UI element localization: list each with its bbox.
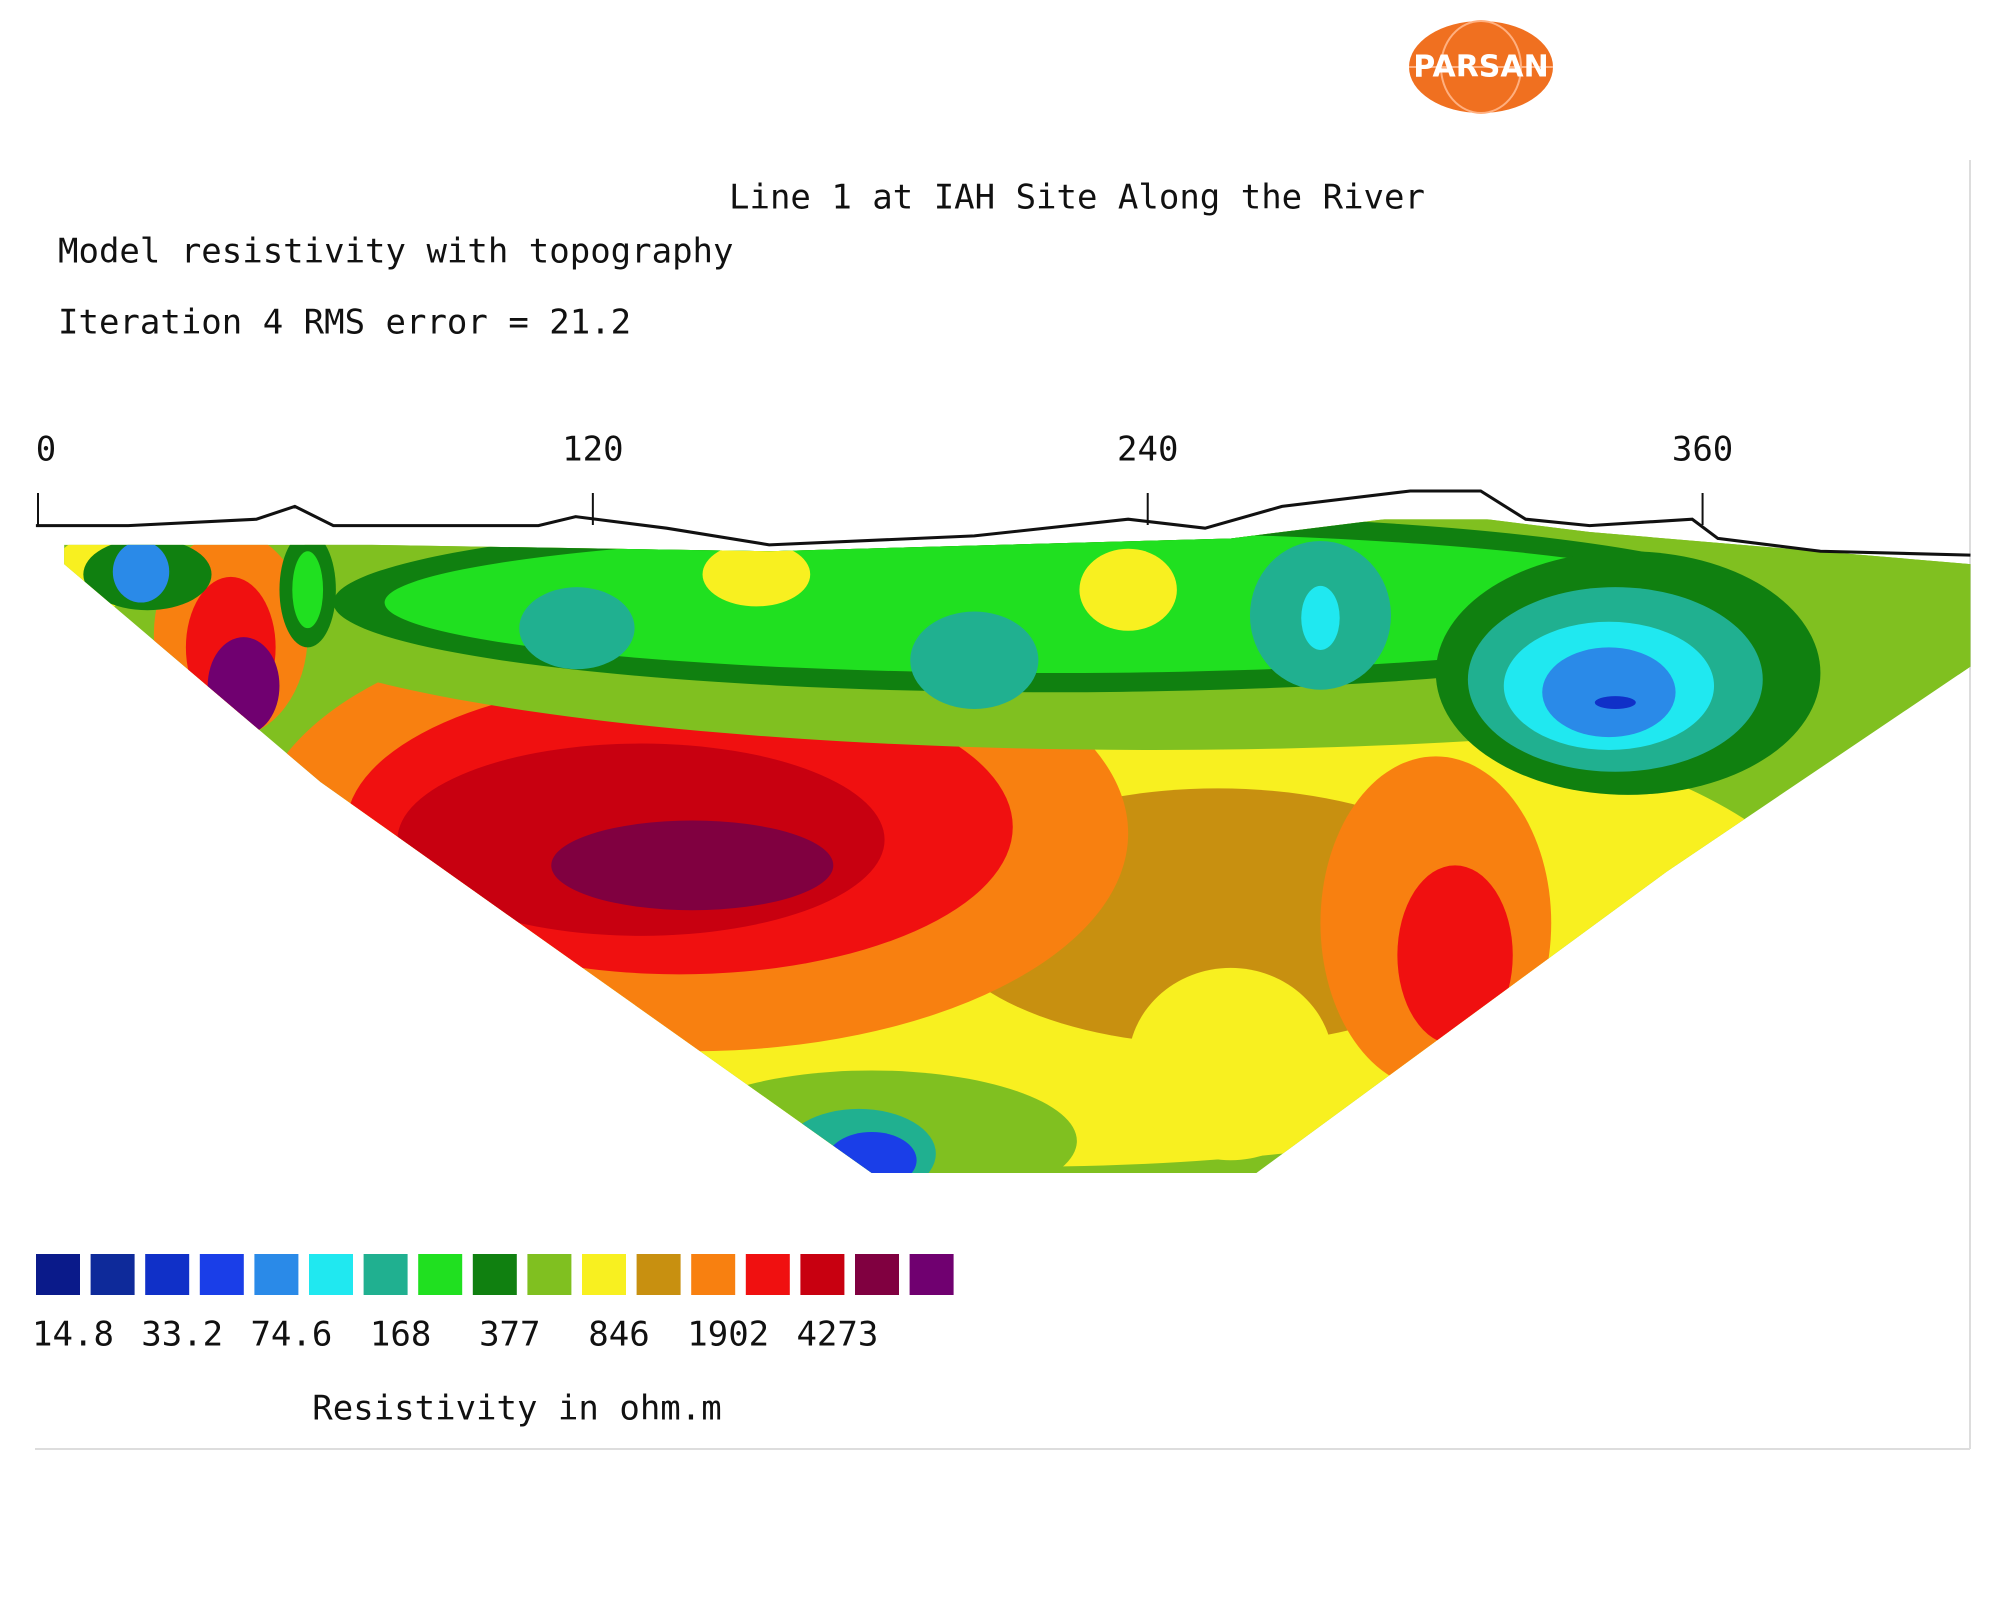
subtitle: Model resistivity with topography <box>58 232 734 272</box>
colorbar-label: 377 <box>479 1315 540 1355</box>
contour-region <box>1397 865 1513 1045</box>
legend-swatch <box>582 1254 626 1295</box>
colorbar-label: 846 <box>588 1315 649 1355</box>
contour-region <box>551 820 834 911</box>
contour-region <box>207 637 280 735</box>
legend-swatch <box>90 1254 135 1295</box>
contour-region <box>910 611 1039 709</box>
logo-text: PARSAN <box>1413 50 1548 85</box>
contour-region <box>112 541 170 603</box>
legend-swatch <box>691 1254 736 1295</box>
contour-region <box>702 542 811 607</box>
colorbar-label: 4273 <box>796 1315 878 1355</box>
legend-swatch <box>418 1254 463 1295</box>
colorbar-label: 168 <box>370 1315 431 1355</box>
contour-region <box>1542 647 1676 738</box>
section <box>35 489 1971 1174</box>
colorbar-title: Resistivity in ohm.m <box>312 1389 721 1429</box>
colorbar-label: 14.8 <box>32 1315 114 1355</box>
legend-swatch <box>145 1254 190 1295</box>
legend-swatch <box>472 1254 517 1295</box>
legend-swatch <box>36 1254 80 1295</box>
legend-swatch <box>527 1254 572 1295</box>
contour-region <box>292 551 324 629</box>
colorbar-label: 33.2 <box>141 1315 223 1355</box>
x-tick-label: 0 <box>36 430 56 470</box>
subtitle: Iteration 4 RMS error = 21.2 <box>58 303 631 343</box>
legend-swatch <box>363 1254 408 1295</box>
legend-swatch <box>309 1254 353 1295</box>
contour-region <box>1594 696 1636 709</box>
colorbar-label: 1902 <box>687 1315 769 1355</box>
contour-region <box>826 1132 917 1174</box>
logo: PARSAN <box>1409 20 1553 114</box>
legend-swatch <box>800 1254 845 1295</box>
x-tick-label: 240 <box>1117 430 1178 470</box>
colorbar-label: 74.6 <box>250 1315 332 1355</box>
x-tick-label: 120 <box>562 430 623 470</box>
chart-title: Line 1 at IAH Site Along the River <box>729 178 1425 218</box>
contour-region <box>1079 548 1177 631</box>
contour-region <box>1301 585 1340 650</box>
legend-swatch <box>745 1254 790 1295</box>
legend-swatch <box>254 1254 299 1295</box>
legend-swatch <box>199 1254 244 1295</box>
legend-swatch <box>855 1254 899 1295</box>
legend-swatch <box>636 1254 681 1295</box>
topography <box>35 489 1971 557</box>
contour-region <box>519 587 635 670</box>
legend-swatch <box>909 1254 954 1295</box>
x-tick-label: 360 <box>1672 430 1733 470</box>
contour-region <box>1128 967 1334 1161</box>
